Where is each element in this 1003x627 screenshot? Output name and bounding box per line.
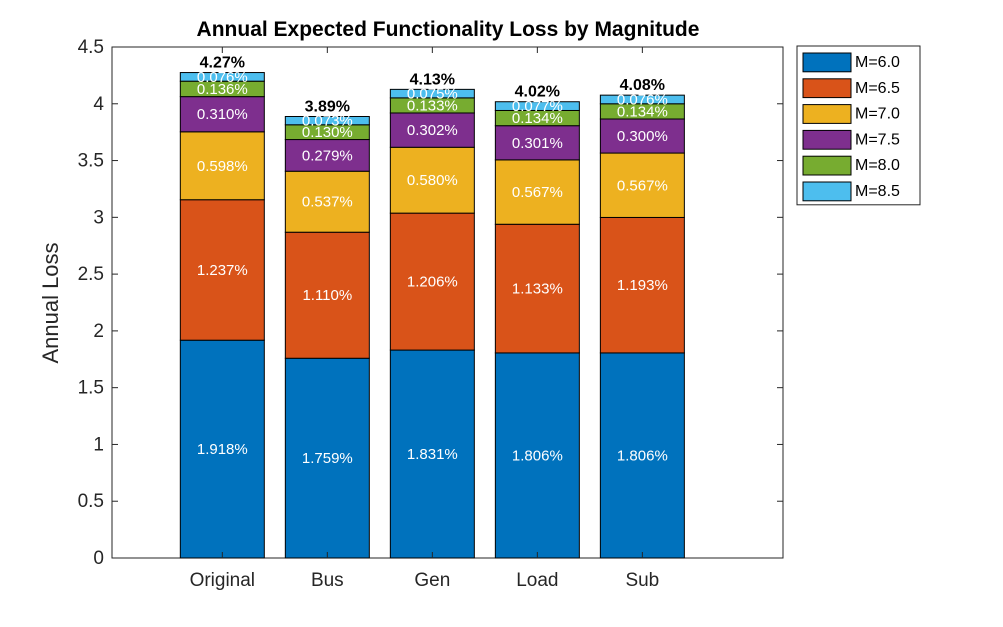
segment-value-label: 1.110% xyxy=(302,287,352,304)
segment-value-label: 0.077% xyxy=(512,98,563,115)
segment-value-label: 0.073% xyxy=(302,113,353,130)
y-tick-label: 2.5 xyxy=(78,264,104,285)
segment-value-label: 0.567% xyxy=(512,184,563,201)
bar-segment xyxy=(494,223,580,354)
y-tick-label: 1 xyxy=(93,434,104,455)
plot-area: 0 0.5 1 1.5 2 2.5 3 3.5 4 4.5 1.918% 1.237% 0.598% 0.… xyxy=(78,37,784,591)
y-tick-label: 2 xyxy=(93,321,104,342)
x-tick-label: Bus xyxy=(311,570,344,591)
bar-segment xyxy=(179,72,265,82)
bar-total-label: 3.89% xyxy=(305,98,350,115)
y-tick-label: 1.5 xyxy=(78,378,104,399)
bar-segment xyxy=(389,88,475,99)
segment-value-label: 0.130% xyxy=(302,124,353,141)
segment-value-label: 1.133% xyxy=(512,281,563,298)
chart-title: Annual Expected Functionality Loss by Ma… xyxy=(197,18,700,41)
x-tick-label: Gen xyxy=(414,570,450,591)
bar-total-label: 4.13% xyxy=(410,71,455,88)
segment-value-label: 1.193% xyxy=(617,277,668,294)
bar-segment xyxy=(599,94,685,105)
segment-value-label: 0.076% xyxy=(617,91,668,108)
segment-value-label: 1.806% xyxy=(617,447,668,464)
segment-value-label: 0.279% xyxy=(302,147,353,164)
legend-swatch xyxy=(802,104,852,124)
segment-value-label: 0.302% xyxy=(407,122,458,139)
bar-total-label: 4.02% xyxy=(515,84,560,101)
bar-segment xyxy=(179,339,265,559)
bar-segment xyxy=(389,146,475,214)
legend-entry-label: M=8.0 xyxy=(855,157,900,174)
bar-segment xyxy=(284,231,370,359)
bar-total-label: 4.08% xyxy=(620,77,665,94)
legend-entry-label: M=8.5 xyxy=(855,183,900,200)
legend-swatch xyxy=(802,52,852,73)
y-axis-label: Annual Loss xyxy=(38,242,63,363)
bar-segment xyxy=(389,212,475,351)
y-tick-label: 3.5 xyxy=(78,151,104,172)
legend-entry-label: M=6.5 xyxy=(855,80,900,97)
segment-value-label: 0.134% xyxy=(617,103,668,120)
segment-value-label: 1.237% xyxy=(197,262,248,279)
legend-swatch xyxy=(802,181,852,202)
bar-segment xyxy=(284,139,370,172)
bar-segment xyxy=(179,131,265,201)
bar-segment xyxy=(599,118,685,154)
segment-value-label: 1.918% xyxy=(197,441,248,458)
bar-segment xyxy=(494,101,580,111)
bar-segment xyxy=(284,357,370,559)
segment-value-label: 0.300% xyxy=(617,128,668,145)
legend-swatch xyxy=(802,155,852,176)
segment-value-label: 0.598% xyxy=(197,158,248,175)
segment-value-label: 1.831% xyxy=(407,446,458,463)
legend-entry-label: M=7.0 xyxy=(855,106,900,123)
segment-value-label: 0.134% xyxy=(512,110,563,127)
bar-total-label: 4.27% xyxy=(200,55,245,72)
bar-segment xyxy=(179,96,265,133)
segment-value-label: 0.580% xyxy=(407,172,458,189)
bar-segment xyxy=(494,352,580,559)
bar-segment xyxy=(389,349,475,559)
segment-value-label: 0.136% xyxy=(197,81,248,98)
x-tick-label: Original xyxy=(190,570,255,591)
segment-value-label: 1.806% xyxy=(512,447,563,464)
segment-value-label: 0.537% xyxy=(302,194,353,211)
y-tick-label: 4.5 xyxy=(78,37,104,58)
legend: M=6.0 M=6.5 M=7.0 M=7.5 M=8.0 M=8.5 xyxy=(796,45,921,206)
segment-value-label: 1.759% xyxy=(302,450,353,467)
segment-value-label: 1.206% xyxy=(407,274,458,291)
y-tick-label: 0.5 xyxy=(78,491,104,512)
segment-value-label: 0.076% xyxy=(197,69,248,86)
bar-segment xyxy=(389,112,475,148)
segment-value-label: 0.310% xyxy=(197,106,248,123)
y-tick-label: 0 xyxy=(93,548,104,569)
y-tick-label: 3 xyxy=(93,207,104,228)
bar-segment xyxy=(494,159,580,225)
legend-swatch xyxy=(802,129,852,150)
legend-box xyxy=(796,45,921,206)
bar-segment xyxy=(284,115,370,126)
y-tick-label: 4 xyxy=(93,94,104,115)
segment-value-label: 0.301% xyxy=(512,135,563,152)
bar-segment xyxy=(599,216,685,354)
x-tick-label: Sub xyxy=(625,570,659,591)
legend-entry-label: M=7.5 xyxy=(855,131,900,148)
legend-entry-label: M=6.0 xyxy=(855,54,900,71)
segment-value-label: 0.567% xyxy=(617,177,668,194)
segment-value-label: 0.133% xyxy=(407,97,458,114)
segment-value-label: 0.075% xyxy=(407,86,458,103)
legend-swatch xyxy=(802,78,852,99)
x-tick-label: Load xyxy=(516,570,558,591)
bar-segment xyxy=(179,199,265,341)
